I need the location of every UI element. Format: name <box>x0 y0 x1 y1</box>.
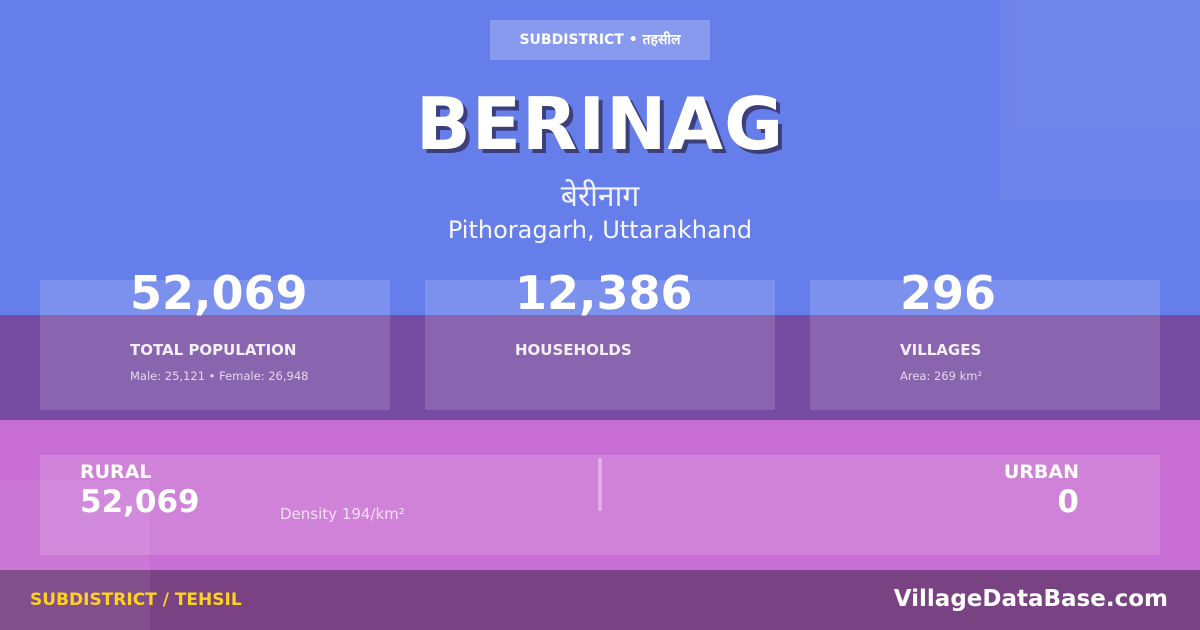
location: Pithoragarh, Uttarakhand <box>447 216 753 244</box>
brand-link[interactable]: VillageDataBase.com <box>893 586 1168 612</box>
stat-card-villages: 296 VILLAGES Area: 269 km² <box>810 266 1160 410</box>
rural-value: 52,069 <box>80 484 200 520</box>
divider <box>598 458 602 511</box>
header-background <box>0 0 1200 315</box>
hindi-title: बेरीनाग <box>560 179 640 214</box>
stat-card-population: 52,069 TOTAL POPULATION Male: 25,121 • F… <box>40 266 390 410</box>
decorative-square <box>0 480 150 630</box>
stat-value: 52,069 <box>130 266 308 320</box>
stat-label: TOTAL POPULATION <box>130 341 297 359</box>
density: Density 194/km² <box>280 505 405 523</box>
decorative-square <box>1000 0 1200 200</box>
urban-label: URBAN <box>1003 461 1079 483</box>
stat-card-households: 12,386 HOUSEHOLDS <box>425 266 775 410</box>
rural-urban-band <box>0 420 1200 570</box>
stat-value: 296 <box>900 266 997 320</box>
stat-label: VILLAGES <box>900 341 982 359</box>
footer-type: SUBDISTRICT / TEHSIL <box>30 590 242 610</box>
rural-urban-panel <box>40 455 1160 555</box>
stats-band <box>0 315 1200 420</box>
stat-label: HOUSEHOLDS <box>515 341 632 359</box>
stat-sub: Male: 25,121 • Female: 26,948 <box>130 369 309 383</box>
stat-sub: Area: 269 km² <box>900 369 983 383</box>
rural-label: RURAL <box>80 461 152 483</box>
type-badge: SUBDISTRICT • तहसील <box>490 20 710 60</box>
page-title: BERINAG <box>415 82 785 166</box>
footer <box>0 570 1200 630</box>
urban-value: 0 <box>1057 484 1079 520</box>
stat-value: 12,386 <box>515 266 693 320</box>
